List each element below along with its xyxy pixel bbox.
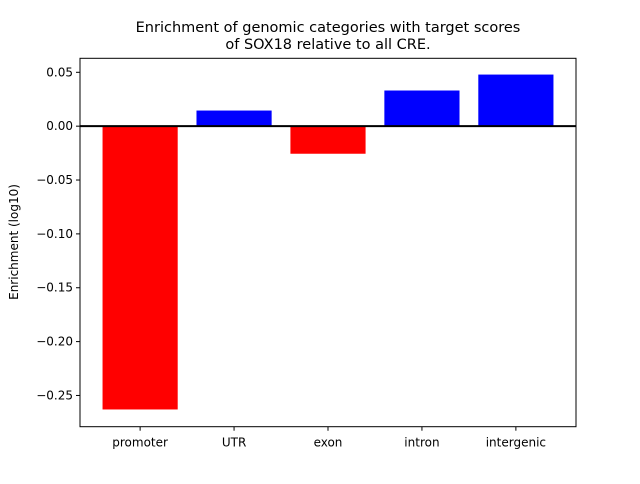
bar-intron	[384, 90, 460, 127]
y-axis-label: Enrichment (log10)	[7, 184, 21, 300]
x-tick-label-intergenic: intergenic	[486, 436, 546, 450]
x-tick-label-UTR: UTR	[222, 436, 246, 450]
chart-title-line-2: of SOX18 relative to all CRE.	[225, 37, 430, 53]
plot-frame	[79, 57, 577, 428]
y-tick-label: 0.05	[46, 65, 73, 79]
y-tick-label: −0.10	[36, 227, 73, 241]
y-tick-label: −0.05	[36, 173, 73, 187]
bar-exon	[290, 126, 366, 154]
y-tick-label: −0.20	[36, 335, 73, 349]
bar-UTR	[196, 110, 272, 127]
y-tick-label: −0.15	[36, 281, 73, 295]
x-tick-label-promoter: promoter	[112, 436, 168, 450]
x-tick-label-exon: exon	[314, 436, 343, 450]
y-tick-label: −0.25	[36, 388, 73, 402]
bar-intergenic	[478, 74, 554, 127]
x-tick-label-intron: intron	[404, 436, 439, 450]
chart-title-line-1: Enrichment of genomic categories with ta…	[136, 20, 521, 36]
bar-promoter	[102, 126, 178, 410]
y-tick-label: 0.00	[46, 119, 73, 133]
